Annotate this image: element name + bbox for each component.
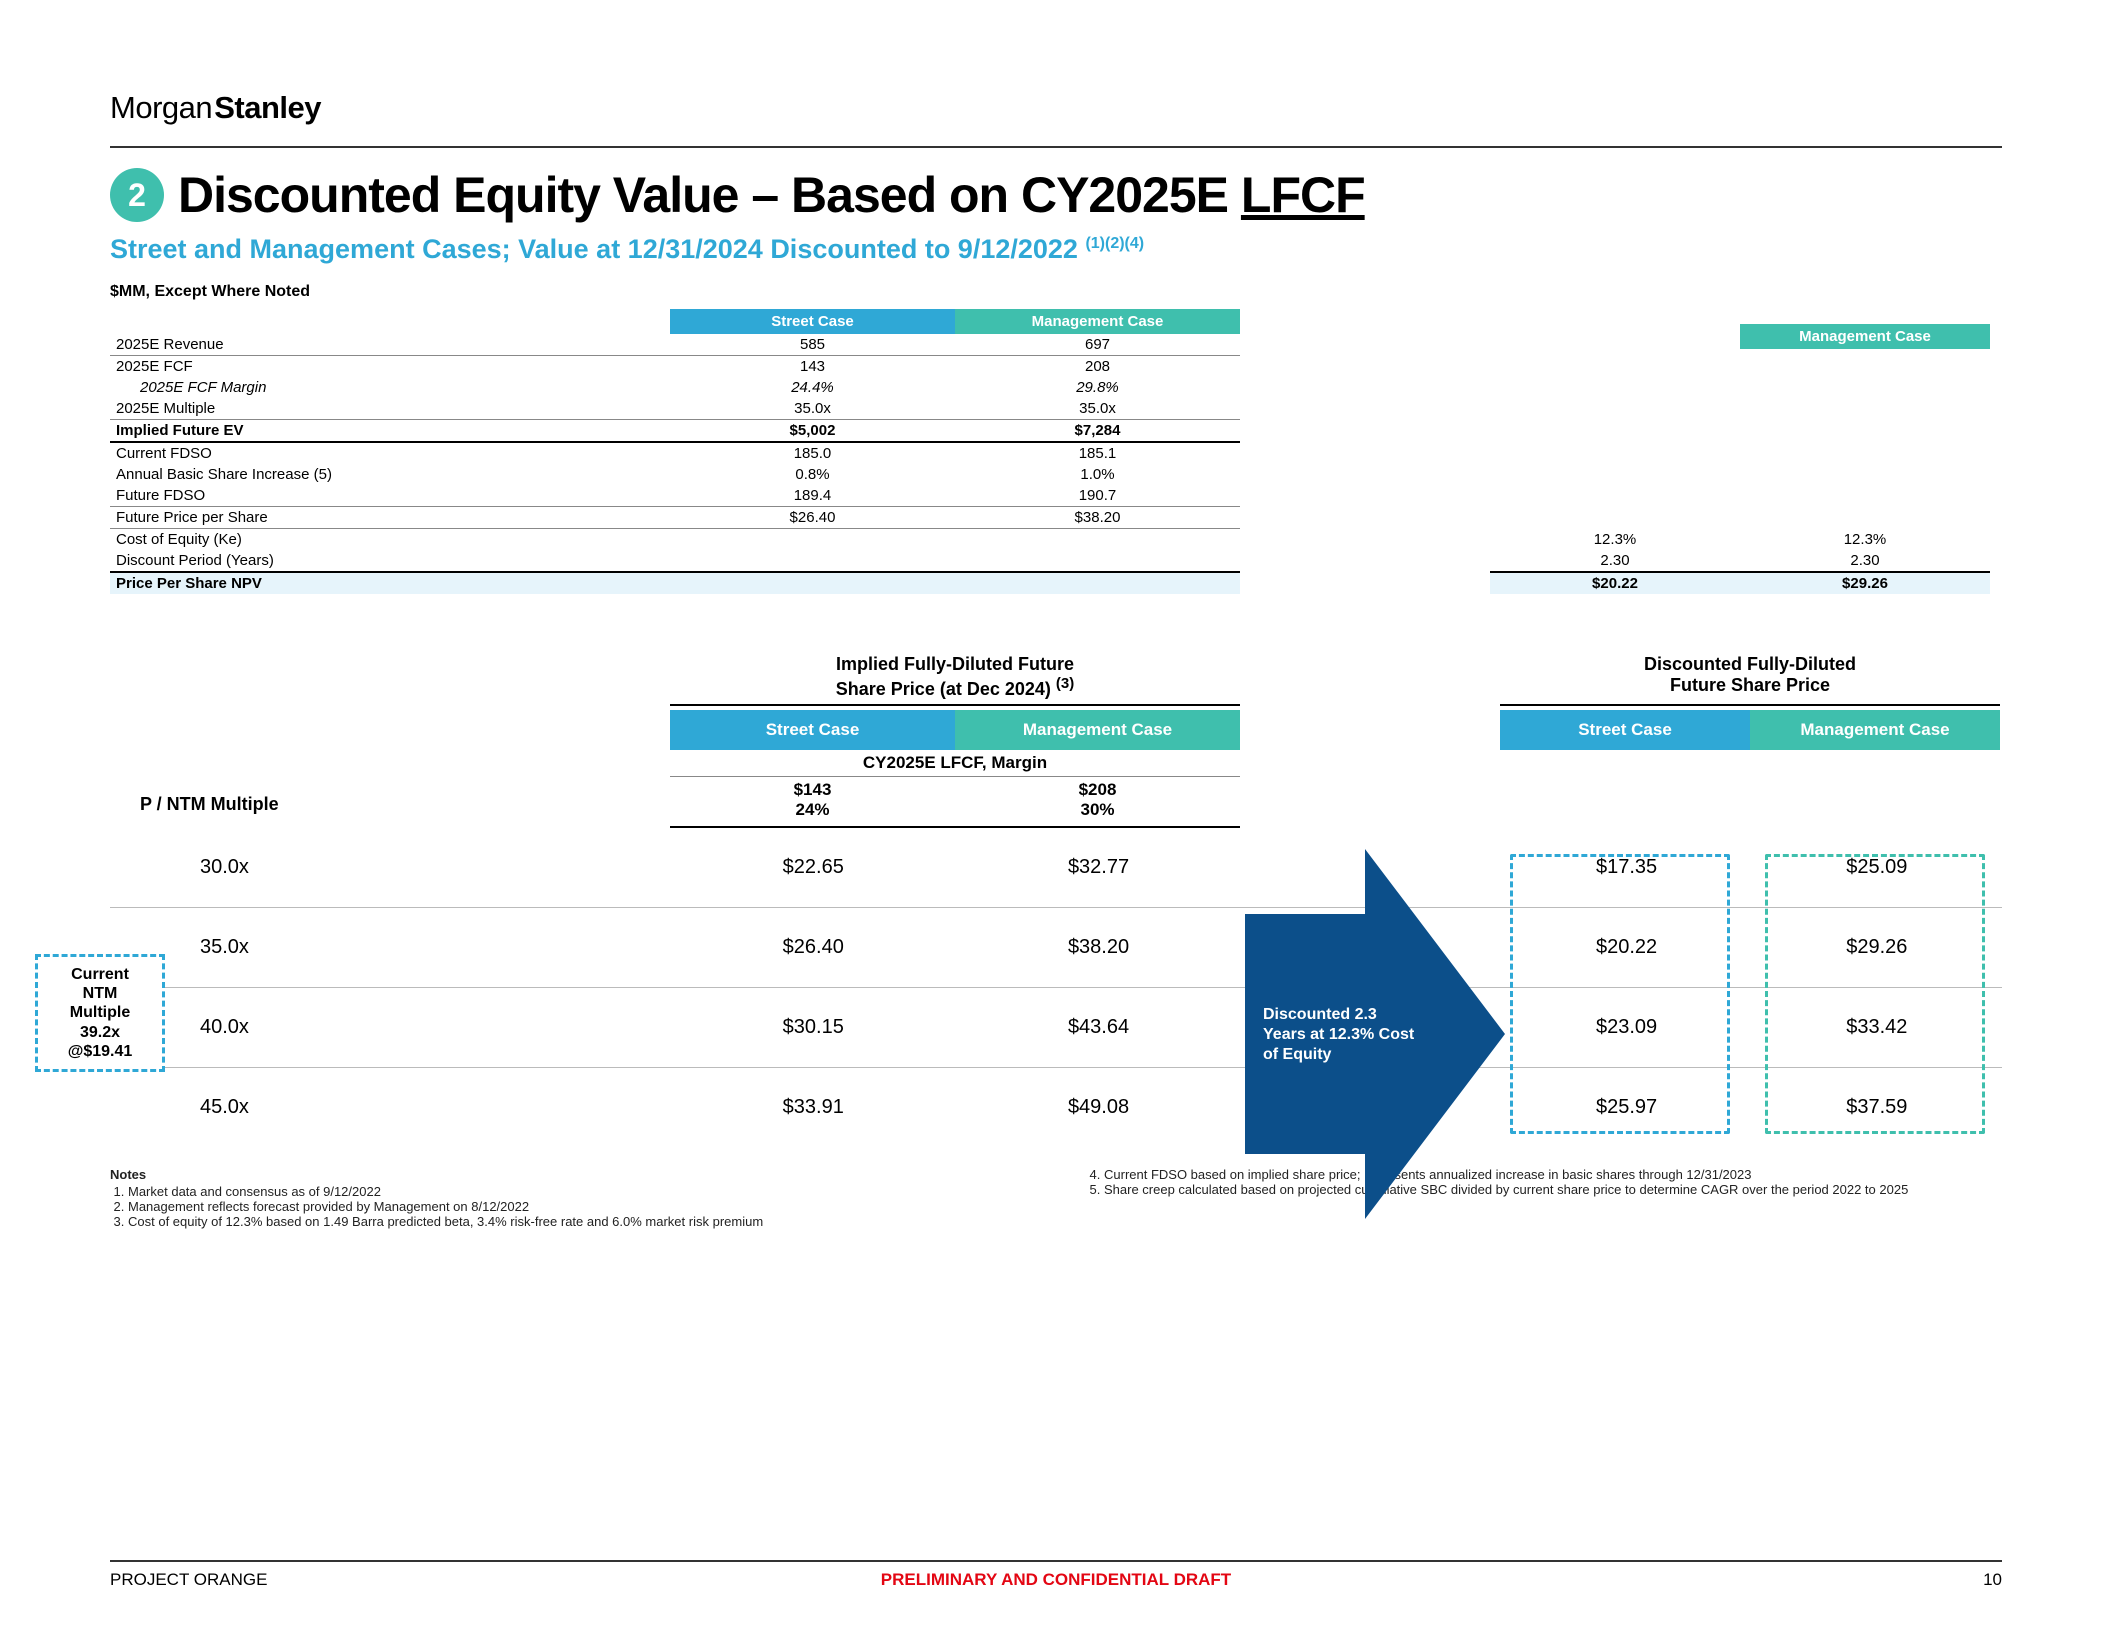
sens-a: $30.15 (671, 988, 956, 1068)
th-mgmt-2: Management Case (1740, 324, 1990, 349)
footer-mid: PRELIMINARY AND CONFIDENTIAL DRAFT (881, 1570, 1231, 1590)
row-label: Annual Basic Share Increase (5) (110, 464, 670, 485)
page-title: Discounted Equity Value – Based on CY202… (178, 166, 1365, 224)
th-street: Street Case (670, 309, 955, 334)
npv-table: Street Case Management Case 12.3%12.3%2.… (1490, 324, 1990, 594)
sens-header-future: Implied Fully-Diluted FutureShare Price … (670, 654, 1240, 706)
row-street: $26.40 (670, 507, 955, 529)
row-mgmt (955, 529, 1240, 551)
units-note: $MM, Except Where Noted (110, 283, 2002, 301)
row-street: 0.8% (670, 464, 955, 485)
row-mgmt: 29.8% (955, 377, 1240, 398)
row-label: Future Price per Share (110, 507, 670, 529)
row-label: Cost of Equity (Ke) (110, 529, 670, 551)
row-street: $5,002 (670, 420, 955, 443)
case-street-2: Street Case (1500, 710, 1750, 750)
case-mgmt-2: Management Case (1750, 710, 2000, 750)
row-street: 35.0x (670, 398, 955, 420)
sens-b: $43.64 (956, 988, 1241, 1068)
row-label: 2025E Revenue (110, 334, 670, 356)
assumptions-table: Street Case Management Case 2025E Revenu… (110, 309, 1240, 594)
npv-mgmt: 2.30 (1740, 550, 1990, 572)
row-label: Price Per Share NPV (110, 572, 670, 594)
row-mgmt: 208 (955, 356, 1240, 378)
svg-text:of Equity: of Equity (1263, 1046, 1332, 1063)
logo-a: Morgan (110, 90, 212, 125)
sens-mult: 40.0x (110, 988, 671, 1068)
npv-mgmt: 12.3% (1740, 529, 1990, 550)
row-street (670, 529, 955, 551)
npv-street: 2.30 (1490, 550, 1740, 572)
row-street: 189.4 (670, 485, 955, 507)
row-label: Discount Period (Years) (110, 550, 670, 572)
row-mgmt: 185.1 (955, 442, 1240, 464)
sensitivity-block: Implied Fully-Diluted FutureShare Price … (110, 654, 2002, 1147)
svg-text:Discounted 2.3: Discounted 2.3 (1263, 1006, 1377, 1023)
th-street-2: Street Case (1490, 324, 1740, 349)
highlight-mgmt (1765, 854, 1985, 1134)
current-multiple-callout: CurrentNTMMultiple39.2x@$19.41 (35, 954, 165, 1072)
sens-a: $26.40 (671, 908, 956, 988)
row-mgmt: $7,284 (955, 420, 1240, 443)
top-tables: Street Case Management Case 2025E Revenu… (110, 309, 2002, 594)
row-label: Current FDSO (110, 442, 670, 464)
row-label: 2025E FCF Margin (110, 377, 670, 398)
footer-right: 10 (1983, 1570, 2002, 1590)
sens-mult: 30.0x (110, 828, 671, 908)
sens-a: $22.65 (671, 828, 956, 908)
highlight-street (1510, 854, 1730, 1134)
footer-left: PROJECT ORANGE (110, 1570, 267, 1590)
pntm-label: P / NTM Multiple (140, 794, 279, 815)
logo-b: Stanley (214, 90, 321, 125)
sens-a: $33.91 (671, 1068, 956, 1148)
npv-street: $20.22 (1490, 572, 1740, 594)
row-street: 24.4% (670, 377, 955, 398)
row-street (670, 572, 955, 594)
sens-b: $32.77 (956, 828, 1241, 908)
row-label: 2025E FCF (110, 356, 670, 378)
case-street-1: Street Case (670, 710, 955, 750)
row-mgmt: $38.20 (955, 507, 1240, 529)
th-mgmt: Management Case (955, 309, 1240, 334)
row-mgmt: 190.7 (955, 485, 1240, 507)
row-label: Future FDSO (110, 485, 670, 507)
subtitle: Street and Management Cases; Value at 12… (110, 234, 2002, 265)
row-street (670, 550, 955, 572)
row-label: 2025E Multiple (110, 398, 670, 420)
svg-text:Years at 12.3% Cost: Years at 12.3% Cost (1263, 1026, 1415, 1043)
case-mgmt-1: Management Case (955, 710, 1240, 750)
row-street: 143 (670, 356, 955, 378)
row-mgmt (955, 572, 1240, 594)
discount-arrow: Discounted 2.3 Years at 12.3% Cost of Eq… (1245, 849, 1505, 1224)
footnotes: Notes Market data and consensus as of 9/… (110, 1167, 2002, 1229)
row-mgmt: 697 (955, 334, 1240, 356)
row-street: 585 (670, 334, 955, 356)
sens-header-disc: Discounted Fully-DilutedFuture Share Pri… (1500, 654, 2000, 706)
row-street: 185.0 (670, 442, 955, 464)
margin-row: CY2025E LFCF, Margin $14324% $20830% (670, 750, 1240, 828)
row-mgmt (955, 550, 1240, 572)
logo: Morgan Stanley (110, 90, 2002, 126)
sens-b: $49.08 (956, 1068, 1241, 1148)
row-mgmt: 35.0x (955, 398, 1240, 420)
npv-street: 12.3% (1490, 529, 1740, 550)
title-row: 2 Discounted Equity Value – Based on CY2… (110, 166, 2002, 224)
npv-mgmt: $29.26 (1740, 572, 1990, 594)
sens-mult: 45.0x (110, 1068, 671, 1148)
rule-top (110, 146, 2002, 148)
footer: PROJECT ORANGE PRELIMINARY AND CONFIDENT… (110, 1560, 2002, 1590)
row-label: Implied Future EV (110, 420, 670, 443)
sens-mult: 35.0x (110, 908, 671, 988)
sens-b: $38.20 (956, 908, 1241, 988)
section-badge: 2 (110, 168, 164, 222)
row-mgmt: 1.0% (955, 464, 1240, 485)
